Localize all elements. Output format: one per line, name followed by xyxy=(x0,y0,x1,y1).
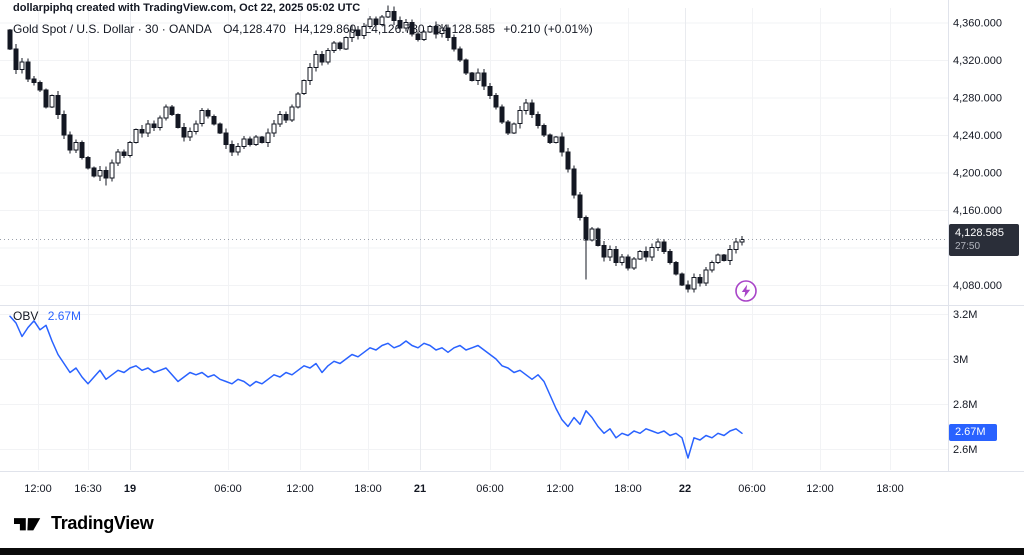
svg-text:19: 19 xyxy=(124,483,136,495)
svg-text:2.6M: 2.6M xyxy=(953,444,977,456)
tradingview-logo-icon[interactable] xyxy=(14,514,44,534)
pane-separators xyxy=(0,0,1024,472)
svg-text:4,200.000: 4,200.000 xyxy=(953,168,1002,180)
ohlc-open: O4,128.470 xyxy=(223,22,286,36)
svg-text:4,360.000: 4,360.000 xyxy=(953,18,1002,30)
svg-text:21: 21 xyxy=(414,483,426,495)
bottom-black-bar xyxy=(0,548,1024,555)
chart-canvas[interactable]: 4,360.000 4,320.000 4,280.000 4,240.000 4,20… xyxy=(0,0,1024,505)
time-axis[interactable]: 12:00 16:30 19 06:00 12:00 18:00 21 06:00 12:00 1… xyxy=(24,483,904,495)
svg-text:18:00: 18:00 xyxy=(354,483,382,495)
symbol-title[interactable]: Gold Spot / U.S. Dollar · 30 · OANDA xyxy=(13,22,212,36)
svg-text:2.8M: 2.8M xyxy=(953,399,977,411)
indicator-name[interactable]: OBV xyxy=(13,309,39,323)
svg-text:12:00: 12:00 xyxy=(286,483,314,495)
svg-text:3M: 3M xyxy=(953,354,968,366)
ohlc-close: C4,128.585 xyxy=(432,22,496,36)
symbol-legend[interactable]: Gold Spot / U.S. Dollar · 30 · OANDA O4,… xyxy=(13,22,598,36)
svg-text:22: 22 xyxy=(679,483,691,495)
attribution-text: dollarpiphq created with TradingView.com… xyxy=(13,2,361,14)
svg-text:16:30: 16:30 xyxy=(74,483,102,495)
last-price-badge: 4,128.585 27:50 xyxy=(949,224,1019,256)
svg-text:12:00: 12:00 xyxy=(24,483,52,495)
obv-last-value: 2.67M xyxy=(955,426,986,438)
obv-value-badge: 2.67M xyxy=(949,424,997,441)
ohlc-low: L4,126.730 xyxy=(364,22,425,36)
obv-indicator-label[interactable]: OBV 2.67M xyxy=(13,309,81,323)
svg-text:06:00: 06:00 xyxy=(214,483,242,495)
svg-text:4,080.000: 4,080.000 xyxy=(953,280,1002,292)
price-change: +0.210 (+0.01%) xyxy=(503,22,593,36)
svg-text:4,280.000: 4,280.000 xyxy=(953,93,1002,105)
svg-text:4,240.000: 4,240.000 xyxy=(953,130,1002,142)
svg-text:4,320.000: 4,320.000 xyxy=(953,55,1002,67)
bar-countdown: 27:50 xyxy=(955,241,981,252)
last-price-value: 4,128.585 xyxy=(955,227,1004,239)
svg-text:06:00: 06:00 xyxy=(476,483,504,495)
tradingview-brand-text[interactable]: TradingView xyxy=(51,513,154,533)
ohlc-high: H4,129.860 xyxy=(294,22,357,36)
svg-text:18:00: 18:00 xyxy=(614,483,642,495)
svg-text:12:00: 12:00 xyxy=(806,483,834,495)
svg-text:4,160.000: 4,160.000 xyxy=(953,205,1002,217)
svg-text:06:00: 06:00 xyxy=(738,483,766,495)
obv-line[interactable] xyxy=(9,315,743,459)
svg-text:18:00: 18:00 xyxy=(876,483,904,495)
svg-text:12:00: 12:00 xyxy=(546,483,574,495)
indicator-value: 2.67M xyxy=(47,309,82,323)
footer-branding[interactable]: TradingView xyxy=(14,513,154,534)
candlestick-series[interactable] xyxy=(7,5,745,293)
lightning-icon[interactable] xyxy=(734,279,758,303)
svg-text:3.2M: 3.2M xyxy=(953,309,977,321)
